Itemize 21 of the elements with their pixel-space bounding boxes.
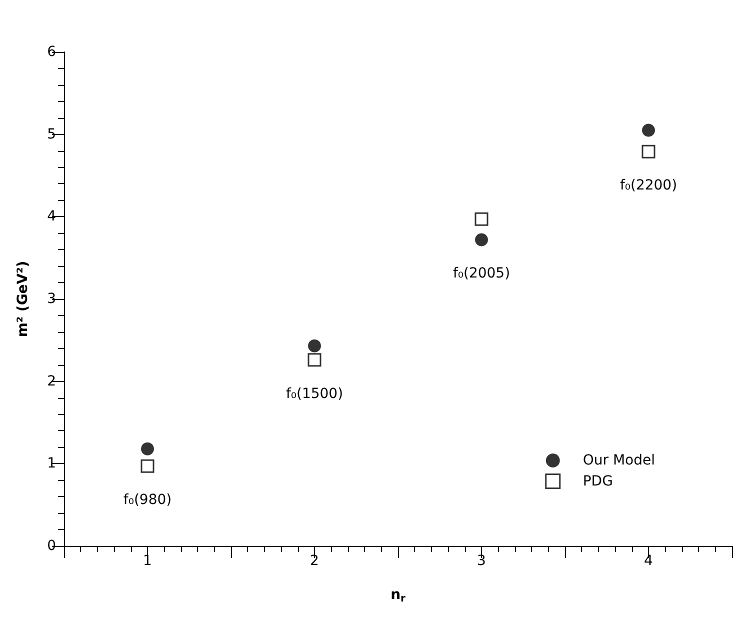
point [140,459,154,473]
y-tick-label: 1 [47,456,56,472]
x-tick-label: 2 [310,553,319,569]
annotation: f₀(980) [123,492,172,508]
y-axis-title: m² (GeV²) [15,260,31,338]
point [308,339,321,352]
y-tick-label: 2 [47,373,56,390]
y-tick-label: 0 [47,538,56,554]
y-tick-label: 6 [47,44,56,60]
annotation: f₀(2200) [620,178,678,194]
point [141,442,154,456]
annotation: f₀(2005) [452,266,510,282]
point [642,124,655,137]
point [475,233,488,246]
legend-label: Our Model [582,452,656,468]
point [642,144,656,158]
point [308,353,322,367]
y-tick-label: 5 [47,126,56,142]
annotation: f₀(1500) [286,386,344,402]
point [474,212,488,226]
legend-label: PDG [582,473,613,490]
